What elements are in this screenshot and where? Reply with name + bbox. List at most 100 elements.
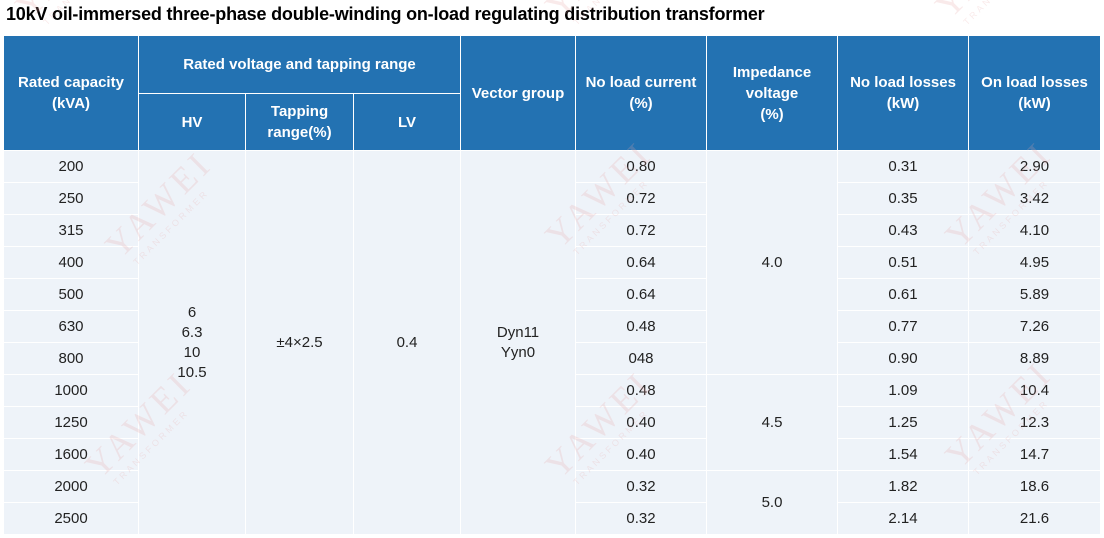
hv-cell: 6 6.3 10 10.5 — [138, 150, 246, 535]
capacity-cell: 1600 — [3, 438, 139, 471]
no-load-current-cell: 0.72 — [575, 214, 708, 247]
table-row: 500 0.64 0.61 5.89 — [3, 278, 1102, 311]
header-rated-capacity: Rated capacity (kVA) — [3, 35, 139, 151]
on-load-losses-cell: 4.95 — [968, 246, 1102, 279]
header-hv: HV — [138, 93, 246, 151]
hv-value: 10.5 — [177, 363, 207, 381]
header-no-load-losses-line1: No load losses — [850, 74, 956, 91]
on-load-losses-cell: 4.10 — [968, 214, 1102, 247]
on-load-losses-cell: 5.89 — [968, 278, 1102, 311]
svg-text:TRANSFORMER: TRANSFORMER — [961, 0, 1041, 27]
capacity-cell: 1250 — [3, 406, 139, 439]
hv-value: 6.3 — [181, 323, 203, 341]
no-load-losses-cell: 1.09 — [837, 374, 970, 407]
vector-group-cell: Dyn11 Yyn0 — [460, 150, 577, 535]
capacity-cell: 400 — [3, 246, 139, 279]
table-row: 400 0.64 0.51 4.95 — [3, 246, 1102, 279]
hv-value: 6 — [187, 303, 197, 321]
header-tapping-line2: range(%) — [267, 124, 332, 141]
no-load-losses-cell: 0.35 — [837, 182, 970, 215]
page-title: 10kV oil-immersed three-phase double-win… — [6, 4, 765, 24]
header-impedance-line2: voltage — [745, 84, 799, 102]
header-on-load-losses-line2: (kW) — [1018, 95, 1051, 112]
header-tapping-line1: Tapping — [270, 103, 329, 120]
no-load-losses-cell: 0.43 — [837, 214, 970, 247]
tapping-cell: ±4×2.5 — [245, 150, 354, 535]
no-load-current-cell: 0.40 — [575, 406, 708, 439]
table-row: 2000 0.32 5.0 1.82 18.6 — [3, 470, 1102, 535]
header-lv: LV — [352, 93, 462, 151]
header-tapping-range: Tapping range(%) — [245, 93, 354, 151]
spec-table: Rated capacity (kVA) Rated voltage and t… — [3, 35, 1102, 535]
table-row: 1250 0.40 1.25 12.3 — [3, 406, 1102, 439]
on-load-losses-cell: 2.90 — [968, 150, 1102, 183]
no-load-losses-cell: 0.61 — [837, 278, 970, 311]
table-row: 250 0.72 0.35 3.42 — [3, 182, 1102, 215]
header-impedance-line1: Impedance — [732, 63, 812, 81]
table-row: 315 0.72 0.43 4.10 — [3, 214, 1102, 247]
capacity-cell: 800 — [3, 342, 139, 375]
table-row: 1000 0.48 4.5 1.09 10.4 — [3, 374, 1102, 471]
on-load-losses-cell: 21.6 — [968, 502, 1102, 535]
capacity-cell: 315 — [3, 214, 139, 247]
no-load-current-cell: 0.32 — [575, 502, 708, 535]
on-load-losses-cell: 14.7 — [968, 438, 1102, 471]
lv-cell: 0.4 — [352, 150, 462, 535]
header-rated-capacity-line1: Rated capacity — [18, 74, 124, 91]
no-load-current-cell: 0.80 — [575, 150, 708, 183]
no-load-current-cell: 0.32 — [575, 470, 708, 503]
header-impedance-line3: (%) — [760, 105, 784, 123]
impedance-cell: 5.0 — [706, 470, 839, 535]
table-row: 800 048 0.90 8.89 — [3, 342, 1102, 375]
no-load-current-cell: 0.64 — [575, 278, 708, 311]
on-load-losses-cell: 12.3 — [968, 406, 1102, 439]
capacity-cell: 500 — [3, 278, 139, 311]
no-load-current-cell: 0.64 — [575, 246, 708, 279]
on-load-losses-cell: 18.6 — [968, 470, 1102, 503]
impedance-cell: 4.5 — [706, 374, 839, 471]
header-impedance-voltage: Impedance voltage (%) — [706, 35, 839, 151]
no-load-current-cell: 0.48 — [575, 310, 708, 343]
no-load-losses-cell: 0.31 — [837, 150, 970, 183]
capacity-cell: 250 — [3, 182, 139, 215]
no-load-current-cell: 0.48 — [575, 374, 708, 407]
table-row: 2500 0.32 2.14 21.6 — [3, 502, 1102, 535]
capacity-cell: 1000 — [3, 374, 139, 407]
header-no-load-losses: No load losses (kW) — [837, 35, 970, 151]
no-load-current-cell: 048 — [575, 342, 708, 375]
vector-group-value: Dyn11 — [496, 323, 540, 341]
header-on-load-losses-line1: On load losses — [981, 74, 1088, 91]
no-load-losses-cell: 0.51 — [837, 246, 970, 279]
no-load-losses-cell: 0.77 — [837, 310, 970, 343]
header-no-load-losses-line2: (kW) — [886, 95, 920, 112]
impedance-cell: 4.0 — [706, 150, 839, 375]
capacity-cell: 200 — [3, 150, 139, 183]
on-load-losses-cell: 10.4 — [968, 374, 1102, 407]
header-vector-group: Vector group — [460, 35, 577, 151]
no-load-losses-cell: 0.90 — [837, 342, 970, 375]
vector-group-value: Yyn0 — [500, 343, 536, 361]
table-row: 200 6 6.3 10 10.5 ±4×2.5 0.4 Dyn11 Yyn0 0.80 4.0 0.… — [3, 150, 1102, 535]
table-body: 200 6 6.3 10 10.5 ±4×2.5 0.4 Dyn11 Yyn0 0.80 4.0 0.… — [3, 150, 1102, 535]
hv-value: 10 — [183, 343, 201, 361]
no-load-losses-cell: 1.54 — [837, 438, 970, 471]
header-on-load-losses: On load losses (kW) — [968, 35, 1102, 151]
header-no-load-current: No load current (%) — [575, 35, 708, 151]
header-rated-capacity-line2: (kVA) — [51, 95, 91, 112]
header-no-load-current-line1: No load current — [585, 74, 697, 91]
no-load-current-cell: 0.40 — [575, 438, 708, 471]
on-load-losses-cell: 7.26 — [968, 310, 1102, 343]
no-load-losses-cell: 1.25 — [837, 406, 970, 439]
on-load-losses-cell: 8.89 — [968, 342, 1102, 375]
no-load-current-cell: 0.72 — [575, 182, 708, 215]
capacity-cell: 630 — [3, 310, 139, 343]
no-load-losses-cell: 1.82 — [837, 470, 970, 503]
capacity-cell: 2500 — [3, 502, 139, 535]
on-load-losses-cell: 3.42 — [968, 182, 1102, 215]
header-no-load-current-line2: (%) — [629, 95, 653, 112]
header-rated-voltage-group: Rated voltage and tapping range — [137, 35, 462, 94]
capacity-cell: 2000 — [3, 470, 139, 503]
no-load-losses-cell: 2.14 — [837, 502, 970, 535]
table-row: 1600 0.40 1.54 14.7 — [3, 438, 1102, 471]
